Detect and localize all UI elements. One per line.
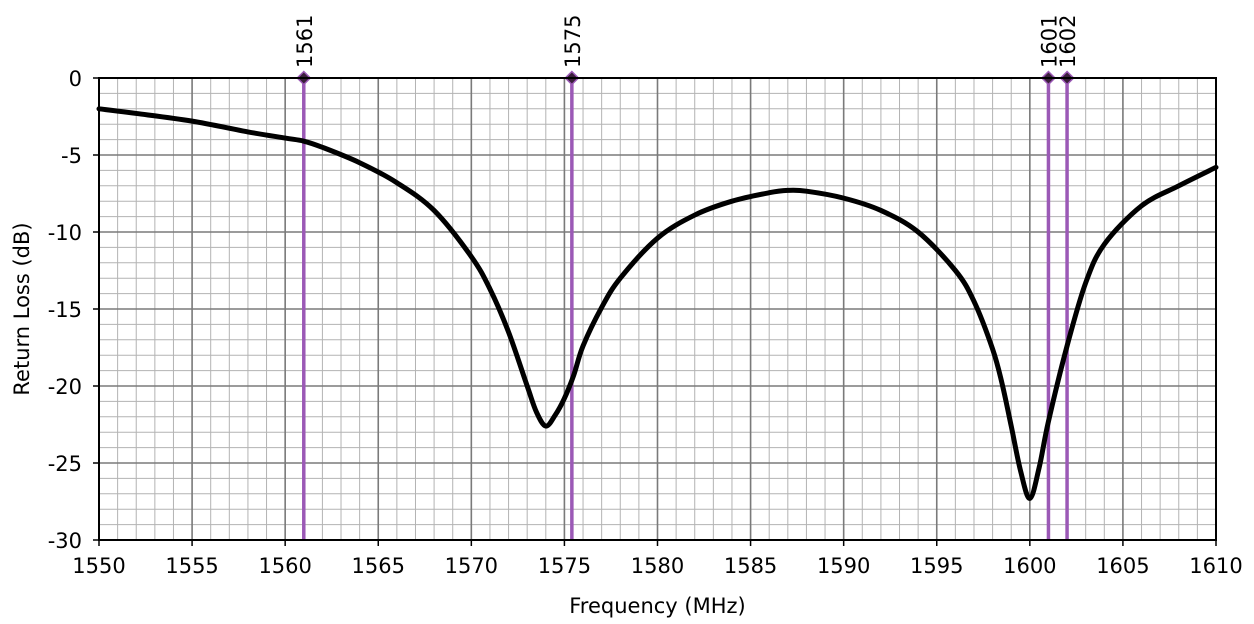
y-tick-label: 0 [69, 67, 82, 91]
x-tick-label: 1595 [910, 554, 963, 578]
y-axis-ticks: 0 -5 -10 -15 -20 -25 -30 [48, 67, 99, 553]
x-tick-label: 1600 [1003, 554, 1056, 578]
x-tick-label: 1580 [631, 554, 684, 578]
x-tick-label: 1575 [538, 554, 591, 578]
y-tick-label: -15 [48, 298, 82, 322]
x-tick-label: 1585 [724, 554, 777, 578]
series-layer [96, 106, 1219, 501]
marker-label-1575: 1575 [561, 15, 585, 68]
y-axis-label: Return Loss (dB) [10, 222, 34, 395]
y-tick-label: -25 [48, 452, 82, 476]
x-axis-label: Frequency (MHz) [569, 594, 745, 618]
y-tick-label: -20 [48, 375, 82, 399]
marker-label-1561: 1561 [293, 15, 317, 68]
marker-label-1601: 1601 [1037, 15, 1061, 68]
marker-label-1602: 1602 [1056, 15, 1080, 68]
x-tick-label: 1610 [1189, 554, 1242, 578]
y-tick-label: -5 [61, 144, 82, 168]
x-tick-label: 1560 [258, 554, 311, 578]
x-axis-ticks: 1550 1555 1560 1565 1570 1575 1580 1585 1590 1595… [72, 540, 1243, 578]
x-tick-label: 1555 [165, 554, 218, 578]
y-tick-label: -10 [48, 221, 82, 245]
x-tick-label: 1570 [445, 554, 498, 578]
series-line-0 [96, 106, 1219, 501]
x-tick-label: 1550 [72, 554, 125, 578]
x-tick-label: 1605 [1096, 554, 1149, 578]
x-tick-label: 1565 [352, 554, 405, 578]
y-tick-label: -30 [48, 529, 82, 553]
x-tick-label: 1590 [817, 554, 870, 578]
